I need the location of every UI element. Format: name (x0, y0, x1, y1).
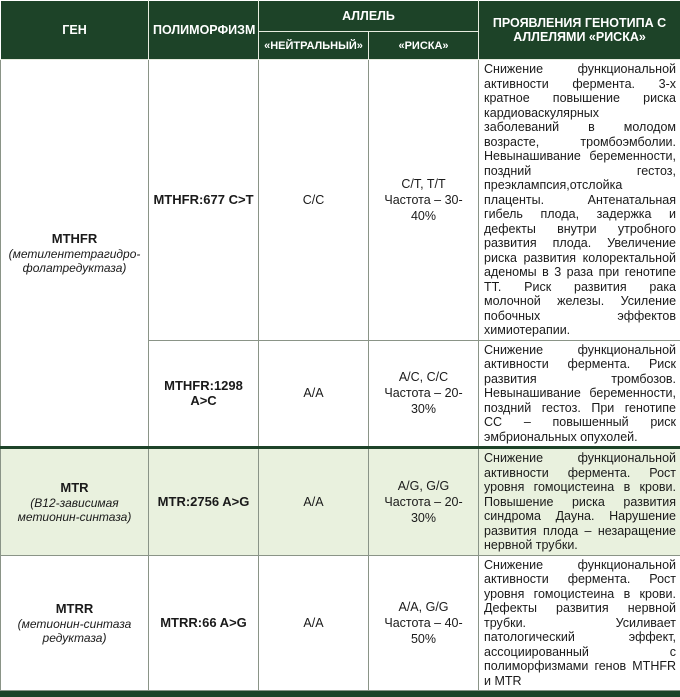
polymorphism-cell: MTHFR:677 C>T (149, 60, 259, 341)
gene-cell-mtrr: MTRR (метионин-синтаза редуктаза) (1, 555, 149, 691)
risk-frequency: Частота – 20-30% (372, 494, 475, 526)
bottom-accent-bar (1, 691, 680, 697)
col-header-manifestations: ПРОЯВЛЕНИЯ ГЕНОТИПА С АЛЛЕЛЯМИ «РИСКА» (479, 1, 680, 60)
polymorphism-cell: MTR:2756 A>G (149, 448, 259, 556)
neutral-allele-cell: C/C (259, 60, 369, 341)
risk-allele-cell: A/G, G/G Частота – 20-30% (369, 448, 479, 556)
gene-description: (В12-зависимая метионин-синтаза) (4, 496, 145, 524)
risk-genotypes: A/A, G/G (372, 599, 475, 615)
col-header-gene: ГЕН (1, 1, 149, 60)
risk-genotypes: A/C, C/C (372, 369, 475, 385)
table-row-mthfr-677: MTHFR (метилентетрагидро-фолатредуктаза)… (1, 60, 680, 341)
risk-frequency: Частота – 30-40% (372, 192, 475, 224)
manifestation-cell: Снижение функциональной активности ферме… (479, 448, 680, 556)
gene-description: (метилентетрагидро-фолатредуктаза) (4, 247, 145, 275)
gene-description: (метионин-синтаза редуктаза) (4, 617, 145, 645)
neutral-allele-cell: A/A (259, 555, 369, 691)
bottom-accent-bar-cell (1, 691, 680, 697)
manifestation-cell: Снижение функциональной активности ферме… (479, 555, 680, 691)
col-header-allele-risk: «РИСКА» (369, 32, 479, 60)
risk-allele-cell: A/C, C/C Частота – 20-30% (369, 340, 479, 448)
gene-cell-mthfr: MTHFR (метилентетрагидро-фолатредуктаза) (1, 60, 149, 448)
manifestation-cell: Снижение функциональной активности ферме… (479, 60, 680, 341)
table-row-mtrr-66: MTRR (метионин-синтаза редуктаза) MTRR:6… (1, 555, 680, 691)
risk-frequency: Частота – 40-50% (372, 615, 475, 647)
col-header-allele-neutral: «НЕЙТРАЛЬНЫЙ» (259, 32, 369, 60)
risk-genotypes: C/T, T/T (372, 176, 475, 192)
col-header-allele: АЛЛЕЛЬ (259, 1, 479, 32)
polymorphism-cell: MTHFR:1298 A>C (149, 340, 259, 448)
gene-name: MTR (4, 480, 145, 495)
col-header-polymorphism: ПОЛИМОРФИЗМ (149, 1, 259, 60)
gene-name: MTRR (4, 601, 145, 616)
gene-cell-mtr: MTR (В12-зависимая метионин-синтаза) (1, 448, 149, 556)
risk-allele-cell: A/A, G/G Частота – 40-50% (369, 555, 479, 691)
risk-genotypes: A/G, G/G (372, 478, 475, 494)
gene-name: MTHFR (4, 231, 145, 246)
manifestation-cell: Снижение функциональной активности ферме… (479, 340, 680, 448)
neutral-allele-cell: A/A (259, 340, 369, 448)
risk-frequency: Частота – 20-30% (372, 385, 475, 417)
polymorphism-cell: MTRR:66 A>G (149, 555, 259, 691)
table-row-mtr-2756: MTR (В12-зависимая метионин-синтаза) MTR… (1, 448, 680, 556)
risk-allele-cell: C/T, T/T Частота – 30-40% (369, 60, 479, 341)
neutral-allele-cell: A/A (259, 448, 369, 556)
